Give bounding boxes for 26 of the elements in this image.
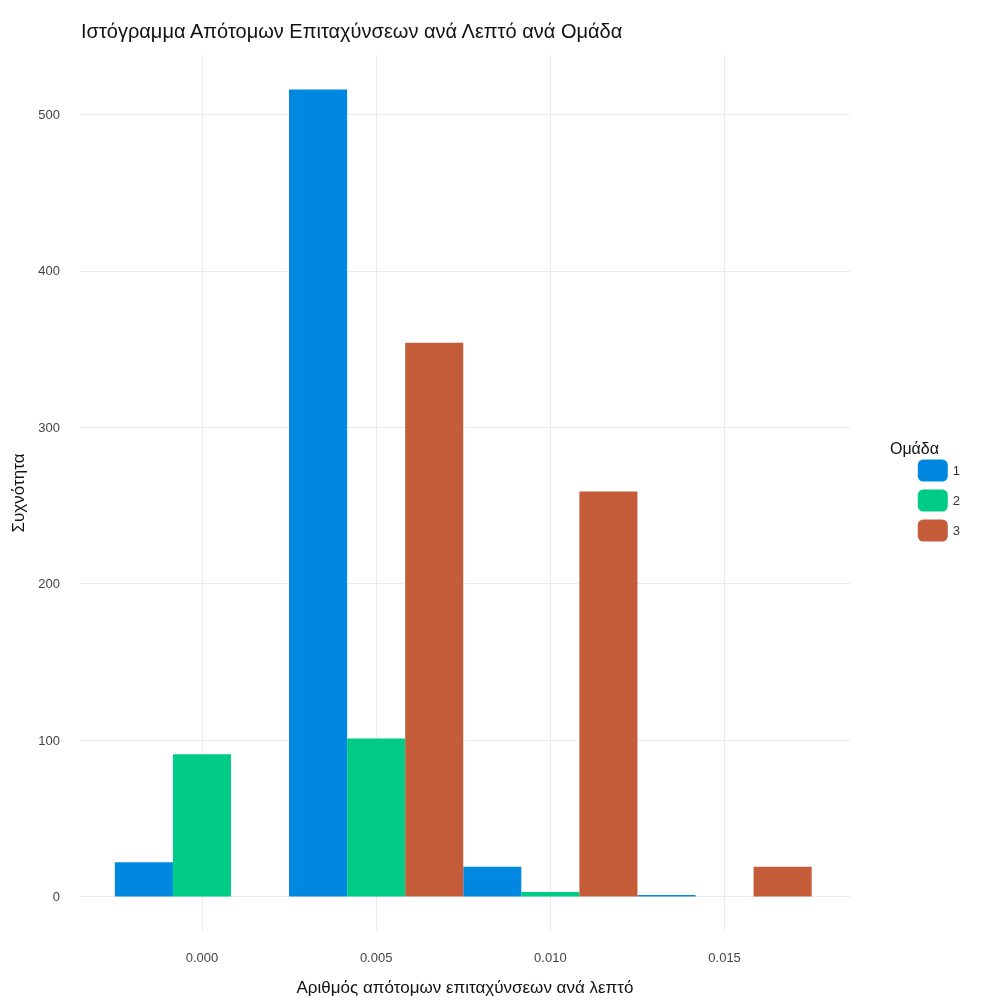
x-axis-title: Αριθμός απότομων επιταχύνσεων ανά λεπτό <box>296 978 634 997</box>
bar <box>172 754 231 897</box>
y-tick-label: 500 <box>38 106 60 122</box>
bar <box>521 891 580 897</box>
bar <box>753 866 812 897</box>
x-tick-label: 0.010 <box>534 950 567 965</box>
legend-title: Ομάδα <box>889 439 940 457</box>
y-tick-label: 400 <box>38 263 60 279</box>
chart-title: Ιστόγραμμα Απότομων Επιταχύνσεων ανά Λεπτό ανά Ομάδα <box>81 20 623 42</box>
x-tick-label: 0.005 <box>359 950 393 965</box>
x-tick-label: 0.000 <box>185 950 219 965</box>
legend-label: 3 <box>952 523 960 538</box>
y-tick-label: 200 <box>38 576 60 592</box>
legend-label: 2 <box>952 493 960 508</box>
y-tick-label: 100 <box>38 732 60 748</box>
bar <box>405 342 464 897</box>
y-tick-label: 0 <box>52 889 60 905</box>
legend-label: 1 <box>952 463 960 478</box>
bar <box>347 738 406 897</box>
bar <box>579 491 638 897</box>
x-tick-label: 0.015 <box>708 950 741 965</box>
y-tick-label: 300 <box>38 419 60 435</box>
y-axis-title: Συχνότητα <box>9 453 29 533</box>
bar <box>114 862 173 897</box>
bar <box>289 89 348 897</box>
bar <box>463 866 522 897</box>
